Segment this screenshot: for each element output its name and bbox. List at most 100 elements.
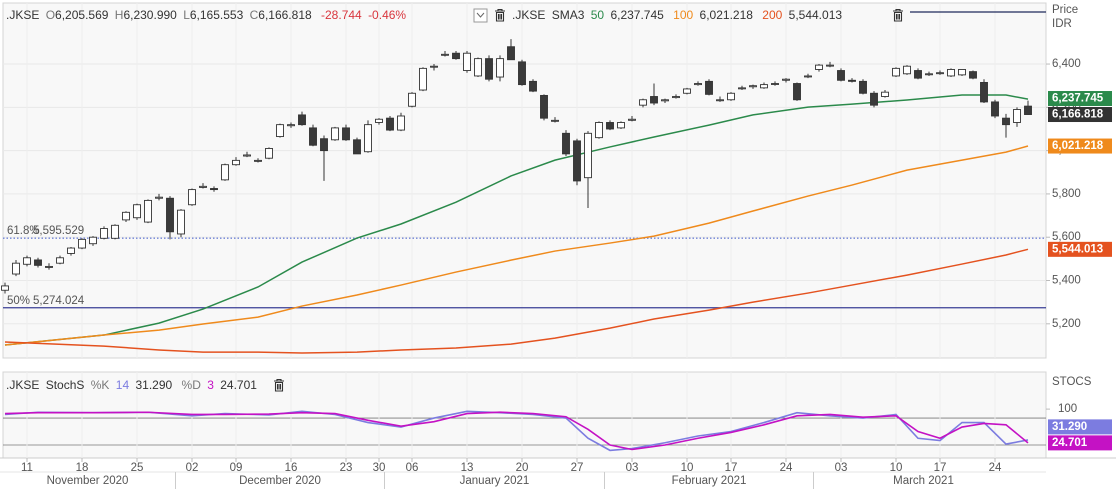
candle-body <box>144 199 152 223</box>
candle-body <box>562 132 570 155</box>
x-tick-label: 02 <box>186 462 199 474</box>
y-tick-label: 5,400 <box>1052 275 1081 287</box>
candle-body <box>353 139 361 155</box>
price-legend: .JKSE O6,205.569 H6,230.990 L6,165.553 C… <box>6 8 406 22</box>
symbol: .JKSE <box>6 378 39 392</box>
candle-body <box>892 67 900 77</box>
legend-period: 50 <box>591 8 605 22</box>
y-tick-label: 100 <box>1058 403 1077 415</box>
candle-body <box>243 154 251 157</box>
candle-body <box>617 122 625 129</box>
x-tick-label: 17 <box>725 462 738 474</box>
fib-label: 50% <box>7 295 30 307</box>
legend-name: %K <box>91 378 110 392</box>
value-box <box>1048 138 1112 154</box>
axis-title: STOCS <box>1052 376 1092 388</box>
candle-body <box>540 94 548 119</box>
candle-body <box>837 70 845 81</box>
candle-body <box>639 99 647 106</box>
x-tick-label: 24 <box>989 462 1002 474</box>
candle-body <box>716 99 724 102</box>
candle-body <box>331 127 339 141</box>
legend-name: %D <box>182 378 202 392</box>
ohlc-value: 6,205.569 <box>55 8 109 22</box>
delete-icon[interactable] <box>495 8 505 22</box>
candle-body <box>309 127 317 146</box>
candle-body <box>265 148 273 159</box>
candle-body <box>34 259 42 266</box>
delete-icon[interactable] <box>893 8 903 22</box>
candle-body <box>177 209 185 235</box>
candle-body <box>166 197 174 233</box>
plot-layer: 61.8%5,595.529 50% 5,274.024 <box>1 3 1046 458</box>
indicator-name: StochS <box>46 378 85 392</box>
legend-period: 100 <box>673 8 693 22</box>
candle-body <box>782 78 790 81</box>
candle-body <box>991 101 999 117</box>
x-tick-label: 16 <box>285 462 298 474</box>
candle-body <box>254 159 262 162</box>
ohlc-prefix: O <box>46 8 55 22</box>
x-tick-label: 23 <box>340 462 353 474</box>
value-box-label: 6,166.818 <box>1052 109 1104 121</box>
sma-legend: .JKSE SMA3 50 6,237.745 100 6,021.218 20… <box>512 8 842 22</box>
candle-body <box>606 122 614 130</box>
symbol: .JKSE <box>512 8 545 22</box>
candle-body <box>111 224 119 239</box>
candle-body <box>650 96 658 104</box>
candle-body <box>661 99 669 102</box>
candle-body <box>287 124 295 127</box>
candle-body <box>474 58 482 77</box>
candle-body <box>386 117 394 131</box>
x-tick-label: 11 <box>21 462 33 474</box>
candle-body <box>969 71 977 79</box>
candle-body <box>551 119 559 122</box>
x-tick-label: 10 <box>681 462 694 474</box>
candle-body <box>463 52 471 71</box>
indicator-line <box>4 94 1029 346</box>
candle-body <box>221 164 229 181</box>
candle-body <box>518 61 526 86</box>
candle-body <box>947 69 955 77</box>
collapse-button[interactable] <box>473 8 488 23</box>
candle-body <box>848 79 856 82</box>
candle-body <box>430 65 438 68</box>
x-tick-label: 25 <box>131 462 144 474</box>
candle-body <box>771 83 779 85</box>
value-box-label: 6,021.218 <box>1052 140 1104 152</box>
candle-body <box>496 58 504 78</box>
change: -28.744 <box>321 8 362 22</box>
change-pct: -0.46% <box>368 8 406 22</box>
candle-body <box>958 69 966 76</box>
candle-body <box>584 132 592 179</box>
x-tick-label: 18 <box>76 462 89 474</box>
candle-body <box>683 88 691 94</box>
candle-body <box>936 72 944 75</box>
x-tick-label: 30 <box>373 462 386 474</box>
price-panel <box>2 2 1047 359</box>
month-label: December 2020 <box>239 475 321 487</box>
candle-body <box>67 247 75 254</box>
fib-label: 61.8% <box>7 225 40 237</box>
value-box <box>1048 91 1112 107</box>
x-tick-label: 03 <box>835 462 848 474</box>
candle-body <box>23 257 31 265</box>
candle-body <box>133 204 141 219</box>
value-box-label: 6,237.745 <box>1052 93 1104 105</box>
legend-value: 6,021.218 <box>700 8 754 22</box>
candle-body <box>375 118 383 123</box>
candle-body <box>870 92 878 106</box>
legend-value: 24.701 <box>220 378 257 392</box>
delete-icon[interactable] <box>274 378 284 392</box>
legend-period: 200 <box>762 8 782 22</box>
ohlc-value: 6,166.818 <box>258 8 312 22</box>
candle-body <box>188 189 196 206</box>
x-tick-label: 09 <box>230 462 243 474</box>
candle-body <box>1013 109 1021 123</box>
month-label: November 2020 <box>47 475 129 487</box>
candle-body <box>408 92 416 107</box>
x-tick-label: 10 <box>890 462 903 474</box>
candle-body <box>529 80 537 92</box>
candle-body <box>419 67 427 91</box>
y-tick-label: 5,600 <box>1052 231 1081 243</box>
